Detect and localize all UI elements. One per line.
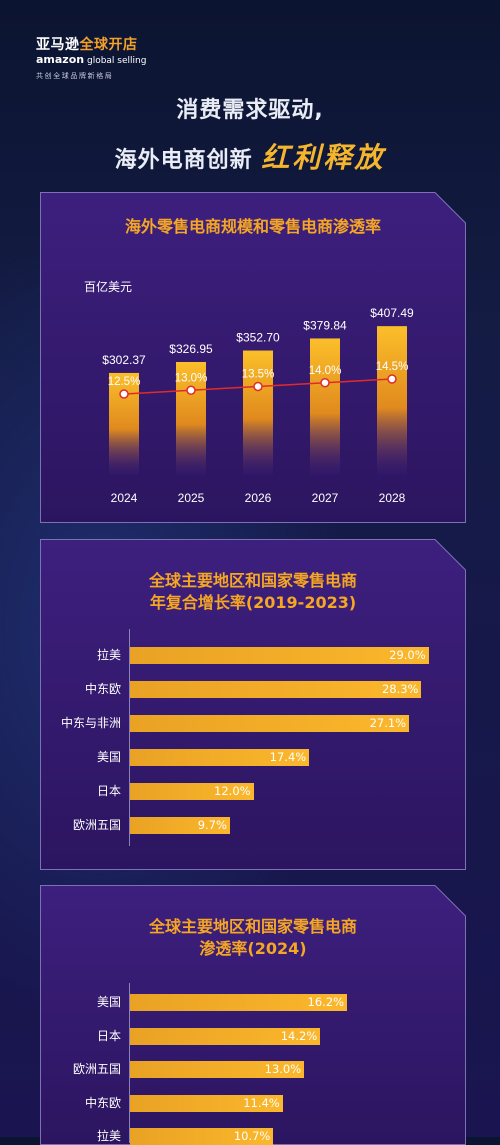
cagr-panel: 全球主要地区和国家零售电商 年复合增长率(2019-2023) 拉美 29.0% 中… [40,539,466,870]
category-label: 中东与非洲 [60,716,121,730]
bar-row-日本: 日本 14.2% [40,1027,466,1045]
x-tick-2027: 2027 [312,491,339,505]
line-point-2024 [119,389,129,399]
category-label: 日本 [96,1028,121,1043]
category-label: 拉美 [96,648,121,662]
bar-row-拉美: 拉美 29.0% [40,647,466,664]
headline-line1: 消费需求驱动, [176,98,324,123]
bar-2026 [243,350,273,475]
bar-row-中东与非洲: 中东与非洲 27.1% [40,715,466,732]
panel-frame [40,885,466,1145]
x-tick-2026: 2026 [245,491,272,505]
logo-cn-service: 全球开店 [79,37,138,53]
bar-value-label-2027: $379.84 [303,318,347,332]
line-point-2025 [186,385,196,395]
line-point-2028 [387,374,397,384]
bar: 29.0% [130,647,429,664]
bar-value-label-2028: $407.49 [370,306,414,320]
bar-value-label: 13.0% [264,1062,302,1076]
chart3-title-line2: 渗透率(2024) [199,939,307,958]
bar-value-label-2024: $302.37 [102,353,146,367]
headline-line2: 海外电商创新 红利释放 [0,136,500,176]
category-label: 欧洲五国 [72,1062,121,1076]
bar-value-label: 14.2% [280,1028,318,1043]
bar-value-label: 29.0% [389,648,426,662]
bar-value-label: 9.7% [197,818,227,832]
bar-value-label: 16.2% [307,995,345,1009]
category-label: 中东欧 [84,682,121,696]
logo-en-brand: amazon [36,53,85,66]
bar: 13.0% [130,1061,305,1078]
amazon-global-selling-logo: 亚马逊全球开店 amazon global selling 共创全球品牌新格局 [36,34,146,81]
category-label: 中东欧 [84,1095,121,1110]
logo-tagline: 共创全球品牌新格局 [36,72,114,80]
market-size-panel: 海外零售电商规模和零售电商渗透率 百亿美元 $302.37 2024 $326.95… [40,192,466,523]
bar-value-label: 27.1% [369,716,407,730]
line-value-label-2026: 13.5% [242,369,275,381]
x-tick-2025: 2025 [178,491,205,505]
category-label: 美国 [96,995,121,1009]
bar-row-欧洲五国: 欧洲五国 13.0% [40,1061,466,1078]
bar-row-日本: 日本 12.0% [40,783,466,800]
bar-value-label: 11.4% [243,1095,280,1110]
penetration-panel: 全球主要地区和国家零售电商 渗透率(2024) 美国 16.2% 日本 14.2% 欧洲… [40,885,466,1145]
bar: 17.4% [130,749,310,766]
x-tick-2024: 2024 [111,491,138,505]
line-value-label-2025: 13.0% [175,372,208,384]
chart2-title-line1: 全球主要地区和国家零售电商 [148,571,357,590]
line-value-label-2027: 14.0% [309,365,342,377]
bar: 9.7% [130,817,230,834]
bar-row-美国: 美国 17.4% [40,749,466,766]
bar: 12.0% [130,783,254,800]
bar: 11.4% [130,1094,283,1112]
line-point-2026 [253,381,263,392]
line-value-label-2024: 12.5% [108,376,141,388]
bar-value-label: 12.0% [214,784,251,798]
bar-2025 [176,361,206,475]
line-point-2027 [320,378,330,388]
bar-row-欧洲五国: 欧洲五国 9.7% [40,817,466,834]
chart2-title-line2: 年复合增长率(2019-2023) [149,593,357,612]
bar-row-美国: 美国 16.2% [40,994,466,1011]
chart1-title: 海外零售电商规模和零售电商渗透率 [124,217,381,236]
x-tick-2028: 2028 [379,491,406,505]
category-label: 美国 [96,750,121,764]
bar-value-label: 17.4% [269,750,307,764]
chart3-title-line1: 全球主要地区和国家零售电商 [148,917,357,936]
chart1-plot: $302.37 2024 $326.95 2025 $352.70 2026 $379.84… [102,306,414,505]
chart1-unit-label: 百亿美元 [84,280,133,294]
bar-2024 [109,372,139,475]
bar-2028 [377,326,407,475]
bar-value-label-2025: $326.95 [169,342,213,356]
line-value-label-2028: 14.5% [376,361,409,373]
logo-en-service: global selling [86,56,147,66]
bar-row-中东欧: 中东欧 11.4% [40,1094,466,1112]
bar-2027 [310,338,340,475]
bar-row-中东欧: 中东欧 28.3% [40,681,466,698]
headline-line2-plain: 海外电商创新 [114,148,253,173]
bar: 16.2% [130,994,348,1011]
bar-value-label-2026: $352.70 [236,331,280,345]
logo-cn-brand: 亚马逊 [36,37,80,53]
chart2-axis [129,629,130,846]
bar: 27.1% [130,715,410,732]
bar-value-label: 28.3% [381,682,419,696]
bar: 14.2% [130,1027,321,1045]
bar: 28.3% [130,681,422,698]
headline-line2-highlight: 红利释放 [261,141,386,174]
chart3-axis [129,983,130,1143]
category-label: 日本 [96,784,121,798]
category-label: 欧洲五国 [72,818,121,832]
